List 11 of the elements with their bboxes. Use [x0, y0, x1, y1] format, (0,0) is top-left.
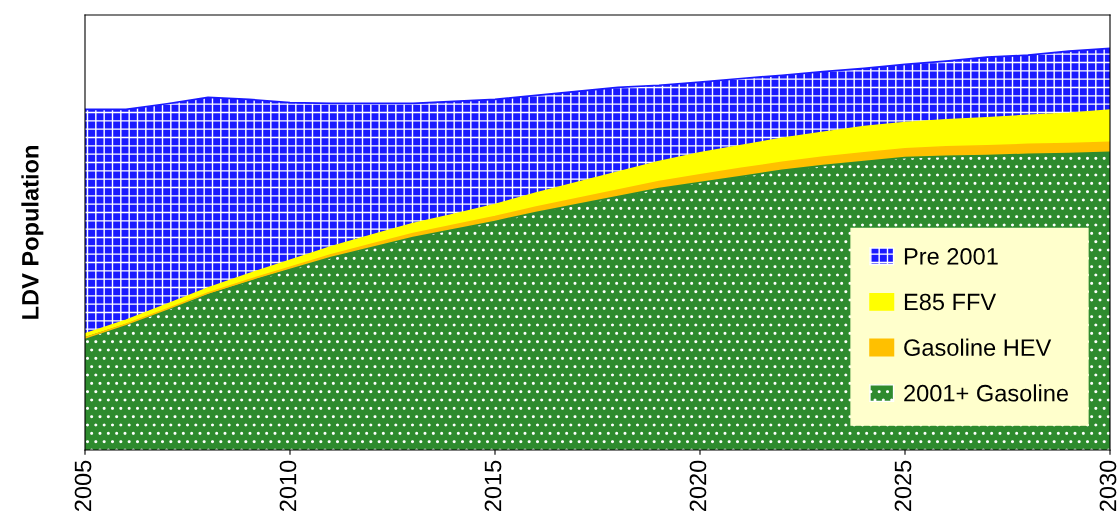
x-tick-label: 2005 — [74, 460, 92, 512]
legend-label: E85 FFV — [904, 293, 997, 311]
legend-label: Gasoline HEV — [904, 338, 1052, 356]
legend-label: 2001+ Gasoline — [904, 384, 1069, 402]
x-tick-label: 2025 — [894, 460, 912, 512]
legend-label: Pre 2001 — [904, 248, 998, 265]
x-tick-label: 2020 — [689, 460, 707, 512]
x-tick-label: 2015 — [484, 460, 502, 512]
x-tick-label: 2010 — [279, 460, 297, 512]
y-axis-title: LDV Population — [21, 146, 44, 319]
x-tick-label: 2030 — [1099, 460, 1117, 512]
